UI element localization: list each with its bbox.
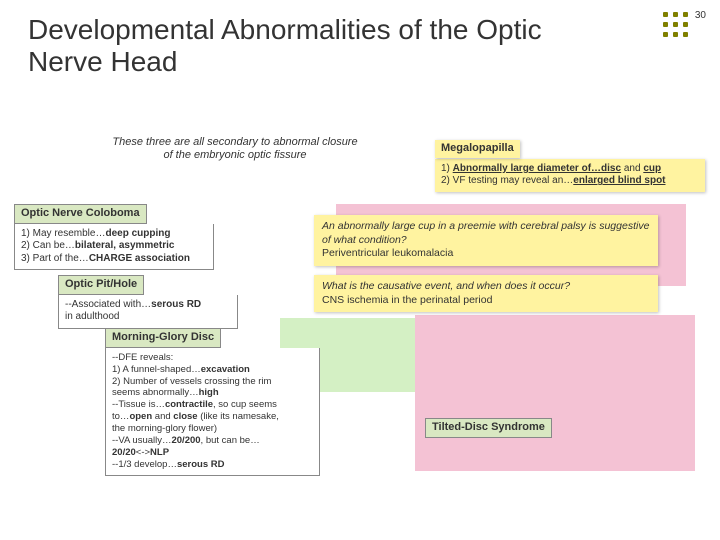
text: (like its namesake, xyxy=(198,411,279,422)
text: and xyxy=(152,411,173,422)
question-text: What is the causative event, and when do… xyxy=(322,280,650,294)
text: <-> xyxy=(136,447,150,458)
text: 2) Number of vessels crossing the rim xyxy=(112,376,313,388)
text-bold: CHARGE association xyxy=(89,253,190,264)
text: --VA usually… xyxy=(112,435,171,446)
qa-card-2: What is the causative event, and when do… xyxy=(314,275,658,312)
text-bold: serous RD xyxy=(151,299,201,310)
card-header: Optic Nerve Coloboma xyxy=(14,204,147,224)
text: in adulthood xyxy=(65,311,120,322)
page-title: Developmental Abnormalities of the Optic… xyxy=(28,14,618,78)
card-tilted-disc: Tilted-Disc Syndrome xyxy=(425,418,575,438)
title-decoration-bullets xyxy=(663,12,688,37)
qa-card-1: An abnormally large cup in a preemie wit… xyxy=(314,215,658,266)
text-bold: open xyxy=(129,411,152,422)
intro-caption: These three are all secondary to abnorma… xyxy=(110,136,360,161)
answer-text: CNS ischemia in the perinatal period xyxy=(322,294,650,308)
text: to… xyxy=(112,411,129,422)
card-body: 1) May resemble…deep cupping 2) Can be…b… xyxy=(14,224,214,271)
card-header: Megalopapilla xyxy=(435,140,520,158)
text: --DFE reveals: xyxy=(112,352,313,364)
text-bold-underline: cup xyxy=(643,163,661,174)
text-bold: 20/20 xyxy=(112,447,136,458)
card-body: --Associated with…serous RD in adulthood xyxy=(58,295,238,329)
text: the morning-glory flower) xyxy=(112,423,313,435)
text: --1/3 develop… xyxy=(112,459,177,470)
text: 1) A funnel-shaped… xyxy=(112,364,201,375)
text-bold: contractile xyxy=(165,399,213,410)
text: 1) xyxy=(441,163,453,174)
text: and xyxy=(621,163,643,174)
text-bold: 20/200 xyxy=(171,435,200,446)
text: , so cup seems xyxy=(213,399,277,410)
card-body: 1) Abnormally large diameter of…disc and… xyxy=(435,159,705,192)
text-bold: bilateral, asymmetric xyxy=(75,240,175,251)
text: , but can be… xyxy=(201,435,260,446)
card-megalopapilla: Megalopapilla 1) Abnormally large diamet… xyxy=(435,140,705,192)
answer-text: Periventricular leukomalacia xyxy=(322,247,650,261)
slide-number: 30 xyxy=(695,10,706,21)
text-bold: excavation xyxy=(201,364,250,375)
text: 2) Can be… xyxy=(21,240,75,251)
question-text: An abnormally large cup in a preemie wit… xyxy=(322,220,650,247)
text-bold: close xyxy=(173,411,197,422)
bg-shape-pink-bottom xyxy=(415,315,695,471)
card-coloboma: Optic Nerve Coloboma 1) May resemble…dee… xyxy=(14,204,214,270)
text: --Tissue is… xyxy=(112,399,165,410)
card-header: Optic Pit/Hole xyxy=(58,275,144,295)
text-bold: NLP xyxy=(150,447,169,458)
card-header: Tilted-Disc Syndrome xyxy=(425,418,552,438)
text: 3) Part of the… xyxy=(21,253,89,264)
card-header: Morning-Glory Disc xyxy=(105,328,221,348)
card-body: --DFE reveals: 1) A funnel-shaped…excava… xyxy=(105,348,320,476)
card-morning-glory: Morning-Glory Disc --DFE reveals: 1) A f… xyxy=(105,328,320,476)
text: 1) May resemble… xyxy=(21,228,105,239)
card-optic-pit: Optic Pit/Hole --Associated with…serous … xyxy=(58,275,238,329)
text-bold-underline: enlarged blind spot xyxy=(573,175,665,186)
text: 2) VF testing may reveal an… xyxy=(441,175,573,186)
text-bold: serous RD xyxy=(177,459,225,470)
text-bold: high xyxy=(199,387,219,398)
text: --Associated with… xyxy=(65,299,151,310)
text-bold-underline: Abnormally large diameter of…disc xyxy=(453,163,621,174)
text-bold: deep cupping xyxy=(105,228,170,239)
text: seems abnormally… xyxy=(112,387,199,398)
